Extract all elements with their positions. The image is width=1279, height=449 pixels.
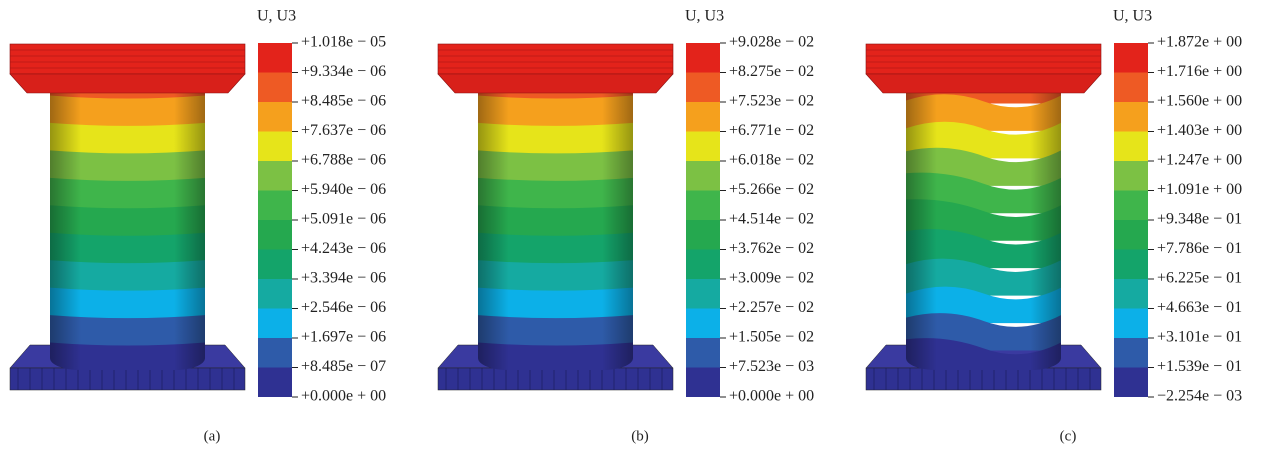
legend-label: +1.560e + 00 <box>1157 93 1242 110</box>
panel: U, U3 +1.872e + 00 +1.716e + 00 +1.560e + 0… <box>866 8 1242 445</box>
legend-swatch <box>1114 132 1148 162</box>
legend-label: +1.018e − 05 <box>301 34 386 51</box>
legend-title: U, U3 <box>257 8 296 25</box>
legend-swatch <box>1114 161 1148 191</box>
legend-swatch <box>686 161 720 191</box>
legend-swatch <box>686 250 720 280</box>
legend-swatch <box>686 279 720 309</box>
top-plate <box>10 44 245 74</box>
cylinder-shade <box>50 68 205 370</box>
legend-label: +6.771e − 02 <box>729 122 814 139</box>
legend-label: +6.018e − 02 <box>729 152 814 169</box>
legend-label: +0.000e + 00 <box>729 388 814 405</box>
legend-label: +5.091e − 06 <box>301 211 386 228</box>
legend-label: +5.940e − 06 <box>301 181 386 198</box>
legend-title: U, U3 <box>1113 8 1152 25</box>
cylinder <box>50 68 205 378</box>
legend-swatch <box>1114 73 1148 103</box>
panel: U, U3 +1.018e − 05 +9.334e − 06 +8.485e − 0… <box>10 8 386 445</box>
legend-label: −2.254e − 03 <box>1157 388 1242 405</box>
legend-label: +9.334e − 06 <box>301 63 386 80</box>
legend-swatch <box>1114 309 1148 339</box>
legend-swatch <box>1114 191 1148 221</box>
legend-label: +6.225e − 01 <box>1157 270 1242 287</box>
top-plate-lower <box>438 74 673 93</box>
legend-label: +8.275e − 02 <box>729 63 814 80</box>
legend-swatch <box>686 191 720 221</box>
cylinder <box>906 65 1061 378</box>
legend-swatch <box>1114 250 1148 280</box>
legend-label: +6.788e − 06 <box>301 152 386 169</box>
legend-swatch <box>686 43 720 73</box>
legend-label: +1.539e − 01 <box>1157 358 1242 375</box>
legend-label: +3.101e − 01 <box>1157 329 1242 346</box>
legend-label: +4.663e − 01 <box>1157 299 1242 316</box>
top-plate-lower <box>866 74 1101 93</box>
legend-swatch <box>258 338 292 368</box>
legend-label: +4.243e − 06 <box>301 240 386 257</box>
legend-swatch <box>258 161 292 191</box>
legend-label: +7.523e − 03 <box>729 358 814 375</box>
legend-label: +0.000e + 00 <box>301 388 386 405</box>
legend-swatch <box>1114 220 1148 250</box>
legend-swatch <box>1114 338 1148 368</box>
caption: (b) <box>631 428 649 444</box>
caption: (c) <box>1060 428 1077 444</box>
legend-swatch <box>1114 43 1148 73</box>
legend-label: +4.514e − 02 <box>729 211 814 228</box>
legend-swatch <box>686 309 720 339</box>
legend-swatch <box>686 368 720 398</box>
legend-label: +5.266e − 02 <box>729 181 814 198</box>
legend-swatch <box>258 102 292 132</box>
legend-label: +1.697e − 06 <box>301 329 386 346</box>
legend-label: +1.872e + 00 <box>1157 34 1242 51</box>
caption: (a) <box>204 428 221 444</box>
legend-swatch <box>258 279 292 309</box>
legend-swatch <box>258 368 292 398</box>
cylinder <box>478 68 633 378</box>
legend-label: +1.091e + 00 <box>1157 181 1242 198</box>
legend-title: U, U3 <box>685 8 724 25</box>
legend-swatch <box>1114 368 1148 398</box>
legend-swatch <box>686 73 720 103</box>
legend-label: +7.786e − 01 <box>1157 240 1242 257</box>
legend-label: +1.403e + 00 <box>1157 122 1242 139</box>
legend-swatch <box>258 220 292 250</box>
figure: U, U3 +1.018e − 05 +9.334e − 06 +8.485e − 0… <box>0 0 1279 449</box>
top-plate <box>866 44 1101 74</box>
legend-swatch <box>686 132 720 162</box>
legend-label: +8.485e − 06 <box>301 93 386 110</box>
legend-swatch <box>258 309 292 339</box>
legend-swatch <box>258 191 292 221</box>
cylinder-shade <box>478 68 633 370</box>
legend-label: +2.546e − 06 <box>301 299 386 316</box>
legend-label: +1.505e − 02 <box>729 329 814 346</box>
legend-label: +2.257e − 02 <box>729 299 814 316</box>
top-plate <box>438 44 673 74</box>
legend-swatch <box>258 73 292 103</box>
legend-swatch <box>686 102 720 132</box>
legend-label: +1.716e + 00 <box>1157 63 1242 80</box>
legend-label: +7.523e − 02 <box>729 93 814 110</box>
panel: U, U3 +9.028e − 02 +8.275e − 02 +7.523e − 0… <box>438 8 814 445</box>
legend-swatch <box>258 250 292 280</box>
legend-swatch <box>1114 279 1148 309</box>
legend-label: +3.762e − 02 <box>729 240 814 257</box>
legend-label: +9.348e − 01 <box>1157 211 1242 228</box>
legend-swatch <box>258 43 292 73</box>
legend-label: +9.028e − 02 <box>729 34 814 51</box>
legend-label: +8.485e − 07 <box>301 358 386 375</box>
legend-label: +1.247e + 00 <box>1157 152 1242 169</box>
legend-label: +7.637e − 06 <box>301 122 386 139</box>
legend-label: +3.009e − 02 <box>729 270 814 287</box>
legend-swatch <box>258 132 292 162</box>
legend-swatch <box>1114 102 1148 132</box>
legend-label: +3.394e − 06 <box>301 270 386 287</box>
cylinder-shade <box>906 68 1061 370</box>
top-plate-lower <box>10 74 245 93</box>
legend-swatch <box>686 338 720 368</box>
legend-swatch <box>686 220 720 250</box>
